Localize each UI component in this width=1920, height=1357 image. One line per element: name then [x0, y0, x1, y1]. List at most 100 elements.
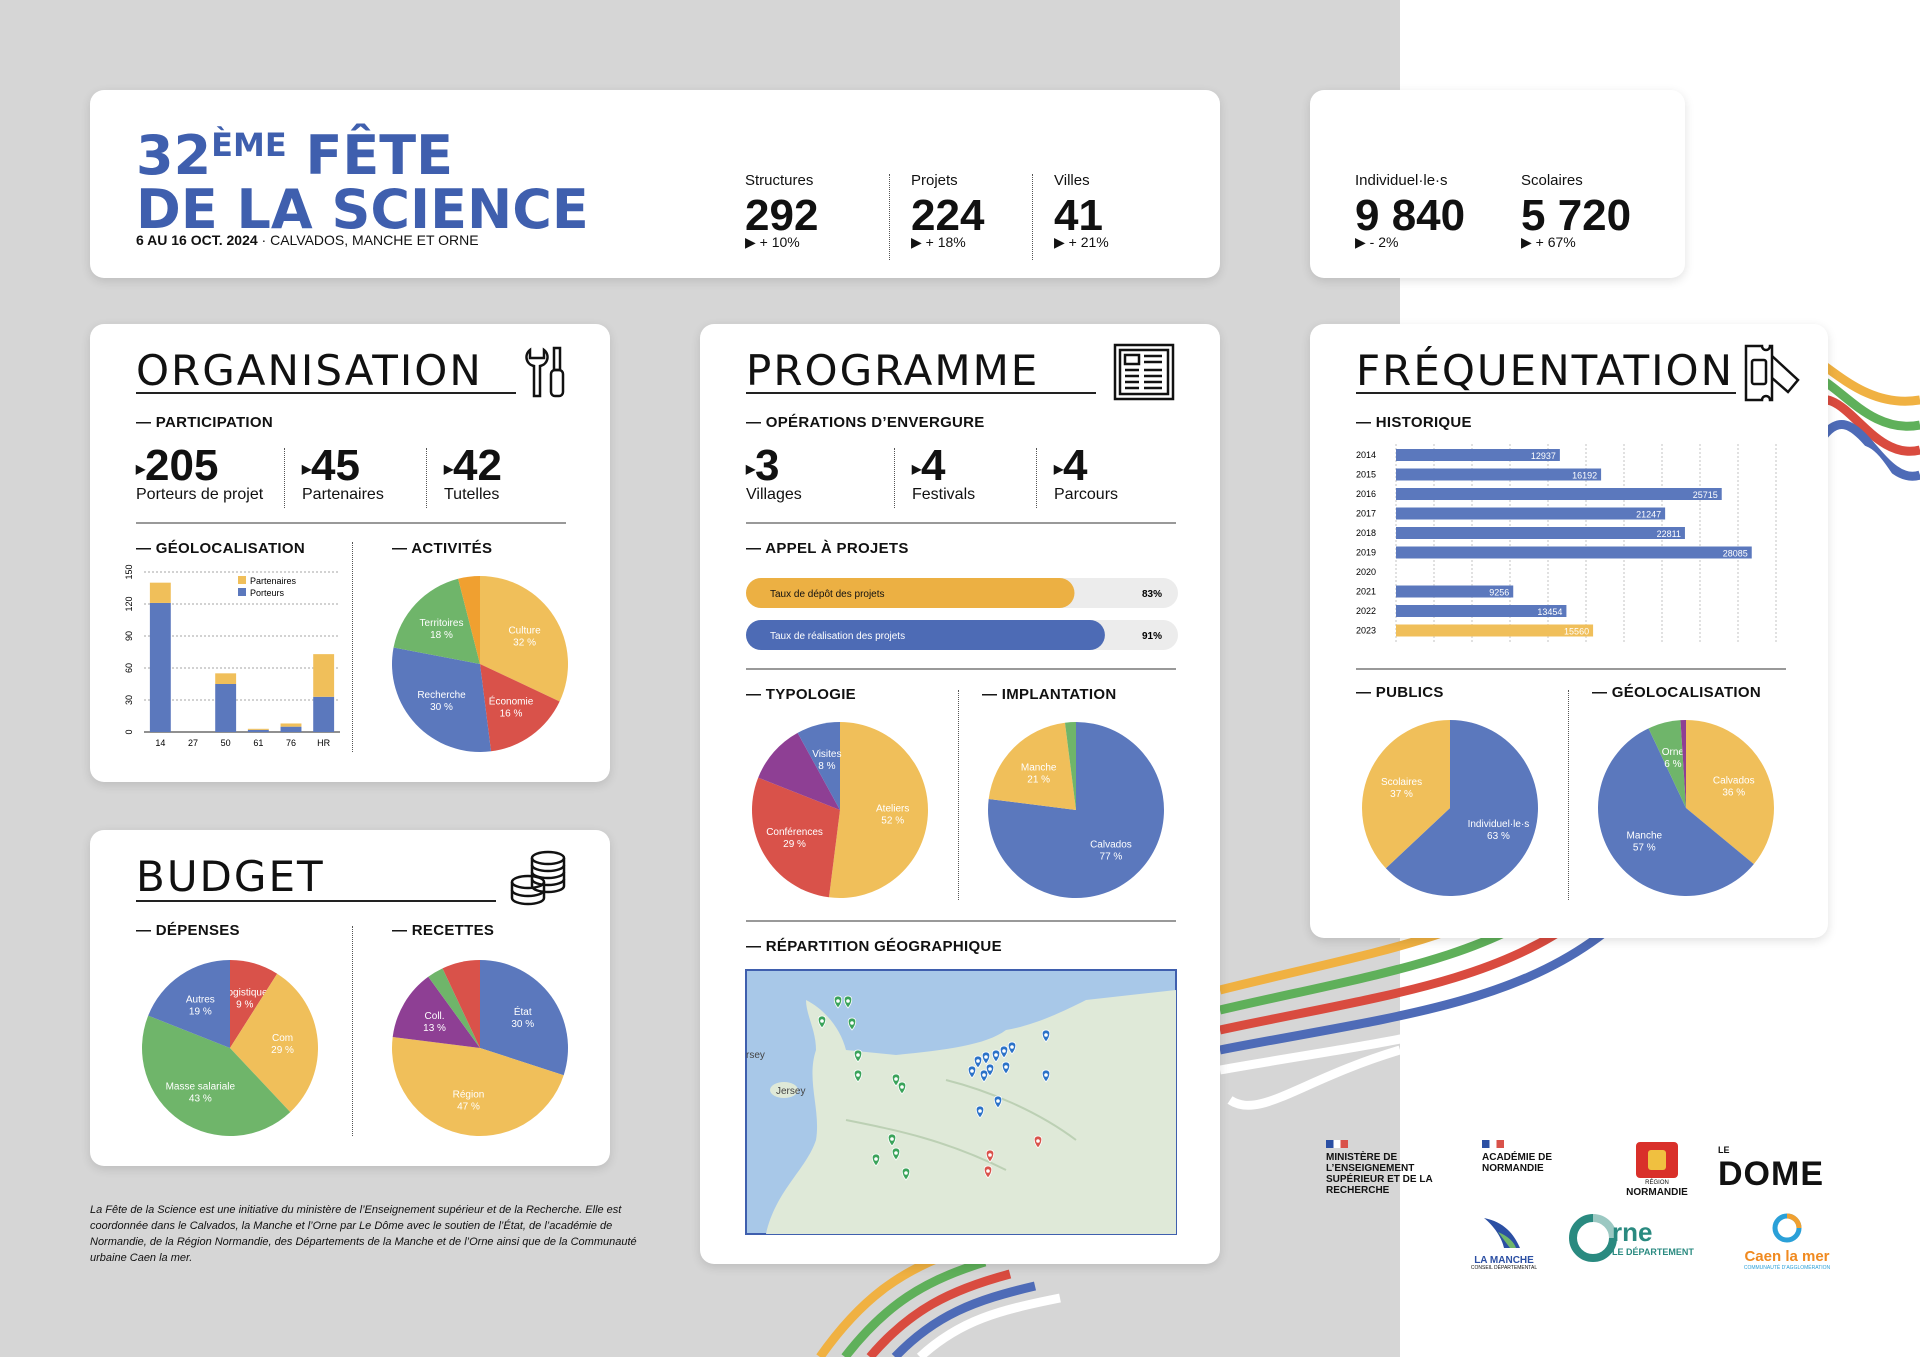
x-tick-label: 50 — [221, 738, 231, 748]
org-vdivider — [352, 542, 353, 752]
logo-caen: Caen la mer COMMUNAUTÉ D’AGGLOMÉRATION — [1732, 1212, 1842, 1271]
prog-divider-2 — [746, 668, 1176, 670]
pie-value: 52 % — [881, 815, 904, 826]
pie-slice-r-gion — [392, 1036, 564, 1136]
map-pin-dot — [850, 1021, 854, 1025]
map-pin-dot — [994, 1053, 998, 1057]
map-pin-dot — [820, 1019, 824, 1023]
year-label: 2014 — [1356, 450, 1376, 460]
stat-label-0: Structures — [745, 172, 814, 189]
pie-slice-conf-rences — [752, 777, 840, 898]
pie-slice-4 — [442, 960, 480, 1048]
org-label-2: Tutelles — [444, 486, 500, 503]
map-pin-dot — [988, 1067, 992, 1071]
triangle-icon: ▸ — [912, 458, 922, 479]
triangle-icon: ▸ — [302, 458, 312, 479]
flag-icon — [1482, 1140, 1504, 1148]
pie-value: 36 % — [1722, 788, 1745, 799]
geographic-map[interactable]: Jersey rsey — [745, 969, 1177, 1235]
page-title: 32ÈME FÊTE DE LA SCIENCE — [136, 118, 589, 237]
org-divider — [136, 522, 566, 524]
org-label-0: Porteurs de projet — [136, 486, 264, 503]
progress-value: 91% — [1142, 631, 1162, 642]
pie-label: Territoires — [420, 618, 464, 629]
triangle-icon: ▸ — [1054, 458, 1064, 479]
frequentation-rule — [1356, 392, 1736, 394]
pie-label: Masse salariale — [166, 1082, 236, 1093]
pie-value: 77 % — [1100, 852, 1123, 863]
pie-slice-visites — [797, 722, 840, 810]
pie-value: 13 % — [423, 1023, 446, 1034]
map-pin-dot — [988, 1153, 992, 1157]
bar-value-label: 25715 — [1693, 490, 1718, 500]
header-card: 32ÈME FÊTE DE LA SCIENCE 6 AU 16 OCT. 20… — [90, 90, 1220, 278]
map-pin-dot — [1002, 1049, 1006, 1053]
stat-value-2: 41 — [1054, 191, 1103, 240]
geoloc-bar-chart: 0 30 60 90 120 150 14 27 50 61 76 HR Partenaires Port… — [124, 564, 340, 748]
organisation-title: ORGANISATION — [136, 346, 483, 395]
prog-sep-1 — [894, 448, 895, 508]
logo-academie: ACADÉMIE DE NORMANDIE — [1482, 1140, 1582, 1174]
prog-number-1: 4 — [921, 441, 946, 490]
dates-bold: 6 AU 16 OCT. 2024 — [136, 232, 258, 248]
bar-2023 — [1396, 624, 1594, 637]
map-pin-dot — [890, 1137, 894, 1141]
year-label: 2015 — [1356, 470, 1376, 480]
title-number: 32 — [136, 124, 212, 187]
pie-label: Coll. — [425, 1011, 445, 1022]
appel-heading: — APPEL À PROJETS — [746, 540, 909, 557]
region-shield-icon — [1636, 1142, 1678, 1178]
map-pin-dot — [900, 1085, 904, 1089]
map-pin-dot — [982, 1073, 986, 1077]
pie-value: 43 % — [189, 1094, 212, 1105]
triangle-icon: ▸ — [444, 458, 454, 479]
y-tick-label: 60 — [124, 663, 134, 673]
participation-heading: — PARTICIPATION — [136, 414, 273, 431]
map-pin-dot — [856, 1053, 860, 1057]
year-label: 2020 — [1356, 567, 1376, 577]
logo-ministere-text: MINISTÈRE DE L’ENSEIGNEMENT SUPÉRIEUR ET… — [1326, 1152, 1433, 1196]
bar-value-label: 28085 — [1723, 549, 1748, 559]
pie-value: 32 % — [513, 638, 536, 649]
pie-value: 19 % — [189, 1006, 212, 1017]
pie-slice-territoires — [393, 578, 480, 664]
org-value-1: ▸45 — [302, 444, 360, 488]
x-tick-label: 27 — [188, 738, 198, 748]
y-tick-label: 90 — [124, 631, 134, 641]
org-number-2: 42 — [453, 441, 502, 490]
caen-circle-icon — [1772, 1213, 1802, 1243]
pie-value: 29 % — [271, 1045, 294, 1056]
pie-value: 18 % — [430, 630, 453, 641]
legend-label: Partenaires — [250, 576, 297, 586]
progress-label: Taux de dépôt des projets — [770, 589, 885, 600]
org-label-1: Partenaires — [302, 486, 384, 503]
pie-slice-3 — [428, 968, 480, 1048]
stat-sep-1 — [889, 174, 890, 260]
stat-delta-0: ▶ + 10% — [745, 234, 800, 250]
progress-fill — [746, 578, 1075, 608]
prog-label-2: Parcours — [1054, 486, 1119, 503]
freq-geoloc-heading: — GÉOLOCALISATION — [1592, 684, 1761, 701]
bar-partenaires-76 — [280, 723, 302, 727]
legend-swatch — [238, 588, 246, 596]
pie-slice-coll- — [392, 976, 480, 1048]
prog-label-1: Festivals — [912, 486, 976, 503]
pie-label: État — [514, 1005, 532, 1018]
map-pin-dot — [894, 1151, 898, 1155]
stat-label-1: Projets — [911, 172, 958, 189]
bar-porteurs-HR — [313, 696, 335, 732]
logo-academie-text: ACADÉMIE DE NORMANDIE — [1482, 1152, 1553, 1174]
budget-title: BUDGET — [136, 852, 325, 901]
pie-label: Calvados — [1713, 776, 1755, 787]
x-tick-label: 14 — [155, 738, 165, 748]
historique-bar-chart: 2014 12937 2015 16192 2016 25715 2017 21247 2018… — [1356, 444, 1777, 644]
pie-value: 30 % — [430, 702, 453, 713]
logo-dome-small: LE — [1718, 1145, 1730, 1155]
logo-orne: rne LE DÉPARTEMENT — [1568, 1212, 1698, 1264]
organisation-rule — [136, 392, 516, 394]
bar-value-label: 15560 — [1564, 627, 1589, 637]
header-card-2: Individuel·le·s 9 840 ▶ - 2% Scolaires 5 720… — [1310, 90, 1685, 278]
stat-delta-1: ▶ + 18% — [911, 234, 966, 250]
